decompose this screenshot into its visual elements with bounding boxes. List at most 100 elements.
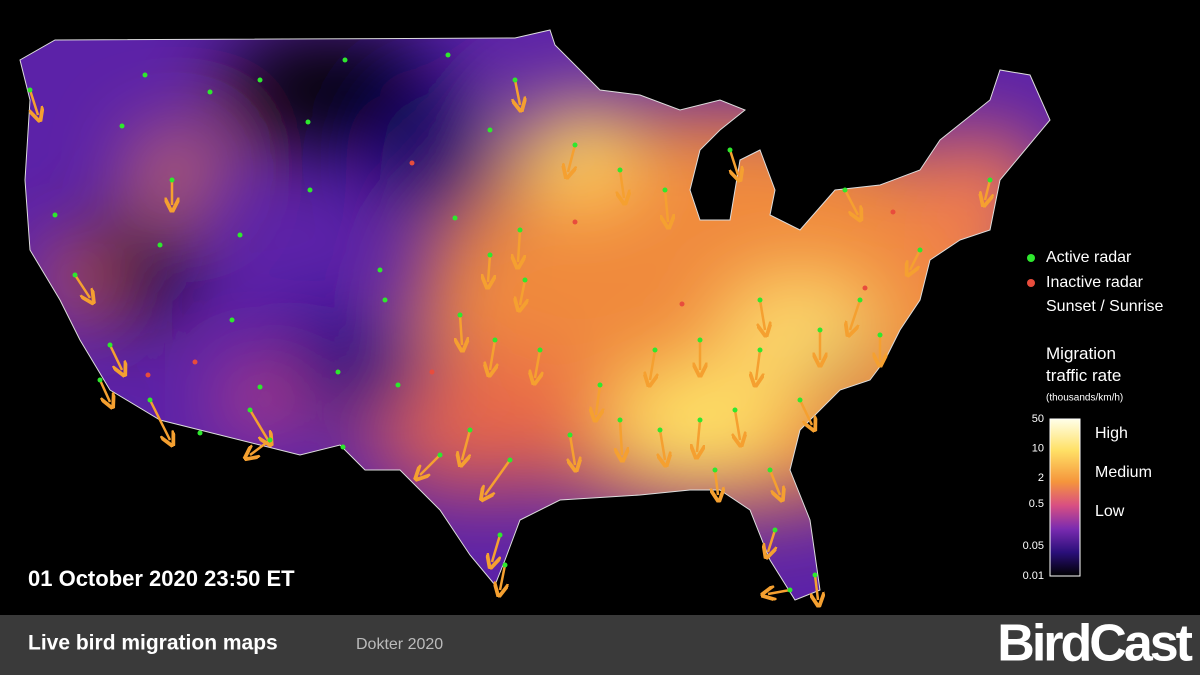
- legend-entry: Sunset / Sunrise: [1046, 298, 1164, 315]
- heatmap: [20, 30, 1050, 600]
- radar-active: [452, 215, 458, 221]
- radar-active: [157, 242, 163, 248]
- footer-credit: Dokter 2020: [356, 636, 443, 653]
- colorbar-tick-label: 0.5: [1029, 498, 1044, 510]
- migration-arrow: [515, 79, 520, 105]
- migration-arrow: [620, 169, 624, 198]
- legend-entry: Inactive radar: [1046, 274, 1144, 291]
- radar-active: [617, 417, 623, 423]
- migration-arrow: [715, 469, 718, 495]
- radar-active: [257, 77, 263, 83]
- radar-active: [517, 227, 523, 233]
- radar-active: [697, 337, 703, 343]
- logo: BirdCast: [997, 615, 1192, 673]
- colorbar-tick-label: 0.01: [1023, 570, 1044, 582]
- migration-arrow: [568, 144, 575, 172]
- migration-arrow: [798, 399, 812, 425]
- radar-active: [197, 430, 203, 436]
- radar-active: [502, 562, 508, 568]
- migration-arrow: [420, 454, 441, 475]
- radar-active: [567, 432, 573, 438]
- migration-arrow: [250, 439, 271, 455]
- colorbar: [1049, 418, 1081, 577]
- radar-active: [457, 312, 463, 318]
- radar-inactive: [145, 372, 151, 378]
- migration-arrow: [756, 349, 760, 380]
- migration-arrow: [520, 279, 525, 305]
- radar-active: [487, 252, 493, 258]
- migration-arrow: [620, 419, 622, 455]
- migration-arrow: [697, 419, 700, 452]
- migration-arrow: [462, 429, 472, 460]
- radar-active: [445, 52, 451, 58]
- legend-entry: Active radar: [1046, 249, 1132, 266]
- legend-marker: [1027, 279, 1035, 287]
- migration-arrow: [768, 529, 775, 552]
- colorbar-level: Low: [1095, 503, 1125, 520]
- migration-arrow: [650, 349, 655, 380]
- radar-active: [229, 317, 235, 323]
- migration-arrow: [768, 590, 791, 594]
- radar-active: [487, 127, 493, 133]
- migration-arrow: [73, 274, 90, 298]
- radar-active: [395, 382, 401, 388]
- radar-active: [52, 212, 58, 218]
- colorbar-tick-label: 50: [1032, 413, 1044, 425]
- radar-active: [767, 467, 773, 473]
- colorbar-level: High: [1095, 425, 1128, 442]
- migration-arrow: [985, 179, 990, 200]
- radar-active: [757, 347, 763, 353]
- radar-active: [617, 167, 623, 173]
- radar-active: [335, 369, 341, 375]
- radar-active: [522, 277, 528, 283]
- radar-active: [727, 147, 733, 153]
- radar-active: [787, 587, 793, 593]
- migration-arrow: [660, 429, 665, 460]
- radar-active: [987, 177, 993, 183]
- migration-arrow: [500, 564, 505, 590]
- migration-arrow: [485, 459, 512, 495]
- radar-active: [142, 72, 148, 78]
- radar-inactive: [429, 369, 435, 375]
- radar-active: [107, 342, 113, 348]
- radar-active: [247, 407, 253, 413]
- migration-arrow: [492, 534, 500, 562]
- migration-arrow: [148, 399, 170, 440]
- radar-active: [662, 187, 668, 193]
- migration-arrow: [730, 149, 738, 175]
- colorbar-unit: (thousands/km/h): [1046, 393, 1123, 404]
- radar-active: [169, 177, 175, 183]
- migration-arrow: [735, 409, 740, 440]
- timestamp: 01 October 2020 23:50 ET: [28, 566, 295, 591]
- radar-active: [817, 327, 823, 333]
- radar-active: [512, 77, 518, 83]
- radar-active: [857, 297, 863, 303]
- migration-arrow: [760, 299, 765, 330]
- radar-active: [572, 142, 578, 148]
- radar-active: [497, 532, 503, 538]
- radar-inactive: [572, 219, 578, 225]
- radar-active: [597, 382, 603, 388]
- migration-arrow: [248, 409, 268, 440]
- migration-arrow: [815, 574, 818, 600]
- migration-arrow: [535, 349, 540, 378]
- radar-active: [772, 527, 778, 533]
- colorbar-tick-label: 0.05: [1023, 540, 1044, 552]
- colorbar-title: Migration traffic rate: [1046, 344, 1122, 385]
- radar-active: [342, 57, 348, 63]
- radar-active: [712, 467, 718, 473]
- radar-active: [147, 397, 153, 403]
- radar-active: [119, 123, 125, 129]
- radar-active: [340, 444, 346, 450]
- migration-arrow: [108, 344, 122, 370]
- radar-layer: [27, 52, 993, 601]
- radar-active: [657, 427, 663, 433]
- radar-inactive: [679, 301, 685, 307]
- migration-arrow: [570, 434, 575, 465]
- radar-active: [305, 119, 311, 125]
- radar-active: [842, 187, 848, 193]
- radar-active: [877, 332, 883, 338]
- radar-active: [537, 347, 543, 353]
